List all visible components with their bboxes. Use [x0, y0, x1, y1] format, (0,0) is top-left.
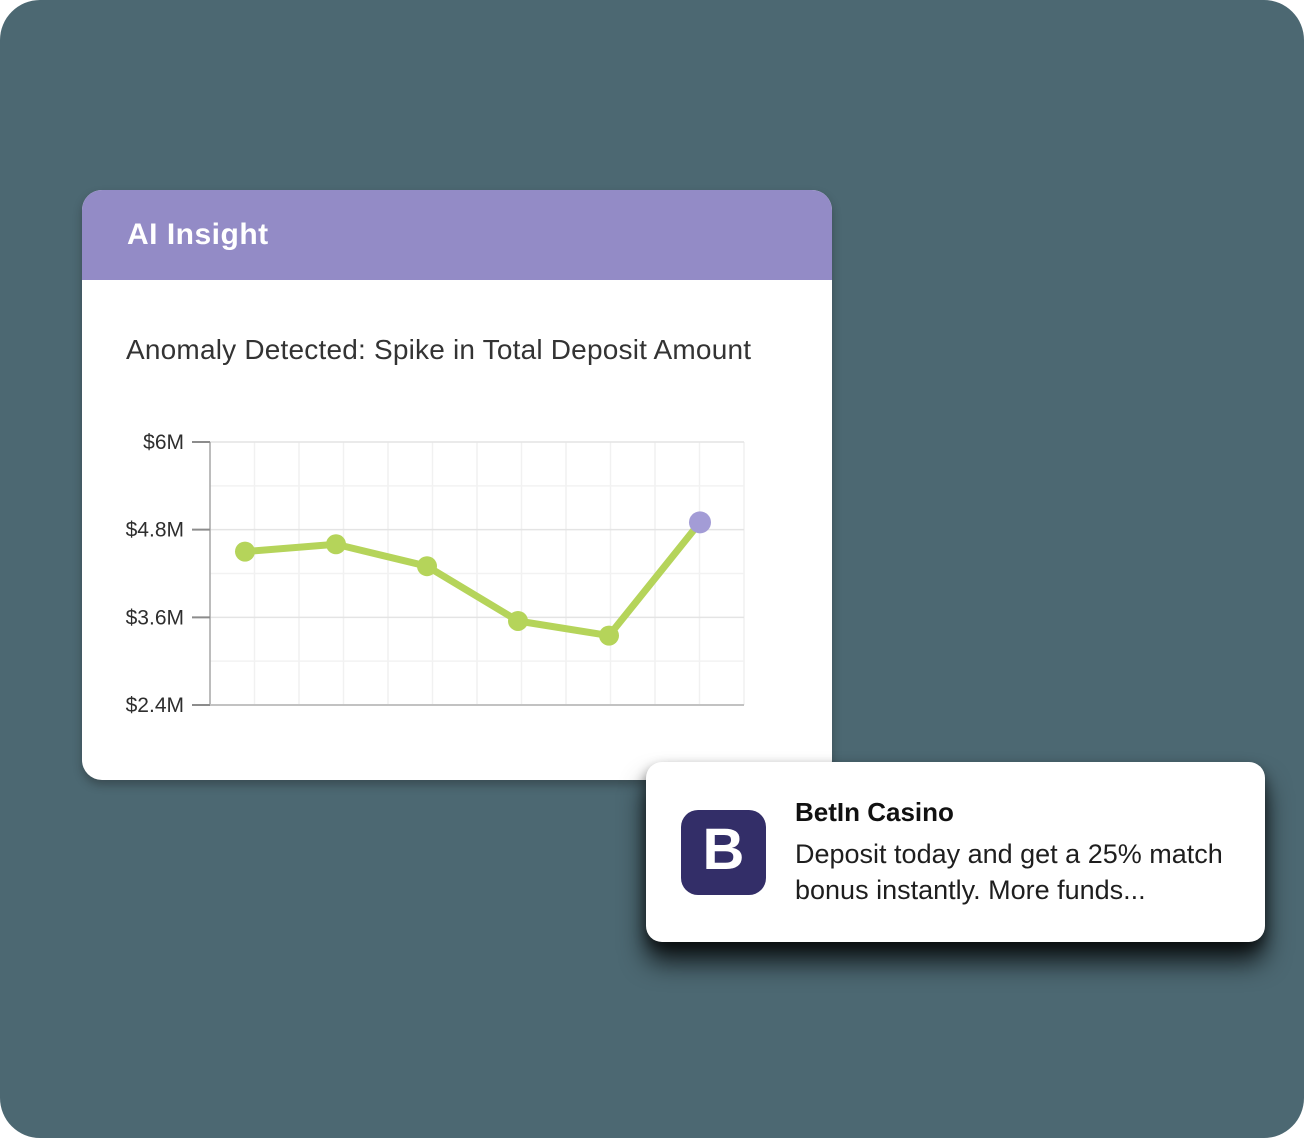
y-axis-tick-label: $3.6M: [126, 606, 184, 629]
anomaly-data-point: [689, 511, 711, 534]
data-point: [599, 625, 619, 646]
notification-text-block: BetIn Casino Deposit today and get a 25%…: [795, 797, 1240, 908]
betin-logo-letter: B: [702, 817, 745, 882]
deposit-line-chart-svg: $6M $4.8M $3.6M $2.4M: [126, 431, 745, 717]
ai-insight-header-title: AI Insight: [127, 218, 269, 251]
y-axis-tick-label: $6M: [143, 431, 184, 454]
y-axis-tick-label: $2.4M: [126, 694, 184, 717]
betin-logo-icon: B: [681, 809, 766, 895]
anomaly-detected-title: Anomaly Detected: Spike in Total Deposit…: [126, 334, 752, 365]
deposit-trend-line: [241, 518, 704, 640]
notification-body: Deposit today and get a 25% match bonus …: [795, 838, 1223, 905]
data-point: [508, 610, 528, 631]
data-point: [235, 541, 255, 562]
data-point: [326, 534, 346, 555]
ai-insight-header: AI Insight: [82, 190, 832, 280]
notification-title: BetIn Casino: [795, 796, 954, 827]
data-point: [417, 556, 437, 577]
deposit-line-chart: $6M $4.8M $3.6M $2.4M: [120, 425, 780, 725]
ai-insight-card: AI Insight Anomaly Detected: Spike in To…: [82, 190, 832, 780]
y-axis-tick-label: $4.8M: [126, 519, 184, 542]
notification-card[interactable]: B BetIn Casino Deposit today and get a 2…: [646, 762, 1265, 942]
